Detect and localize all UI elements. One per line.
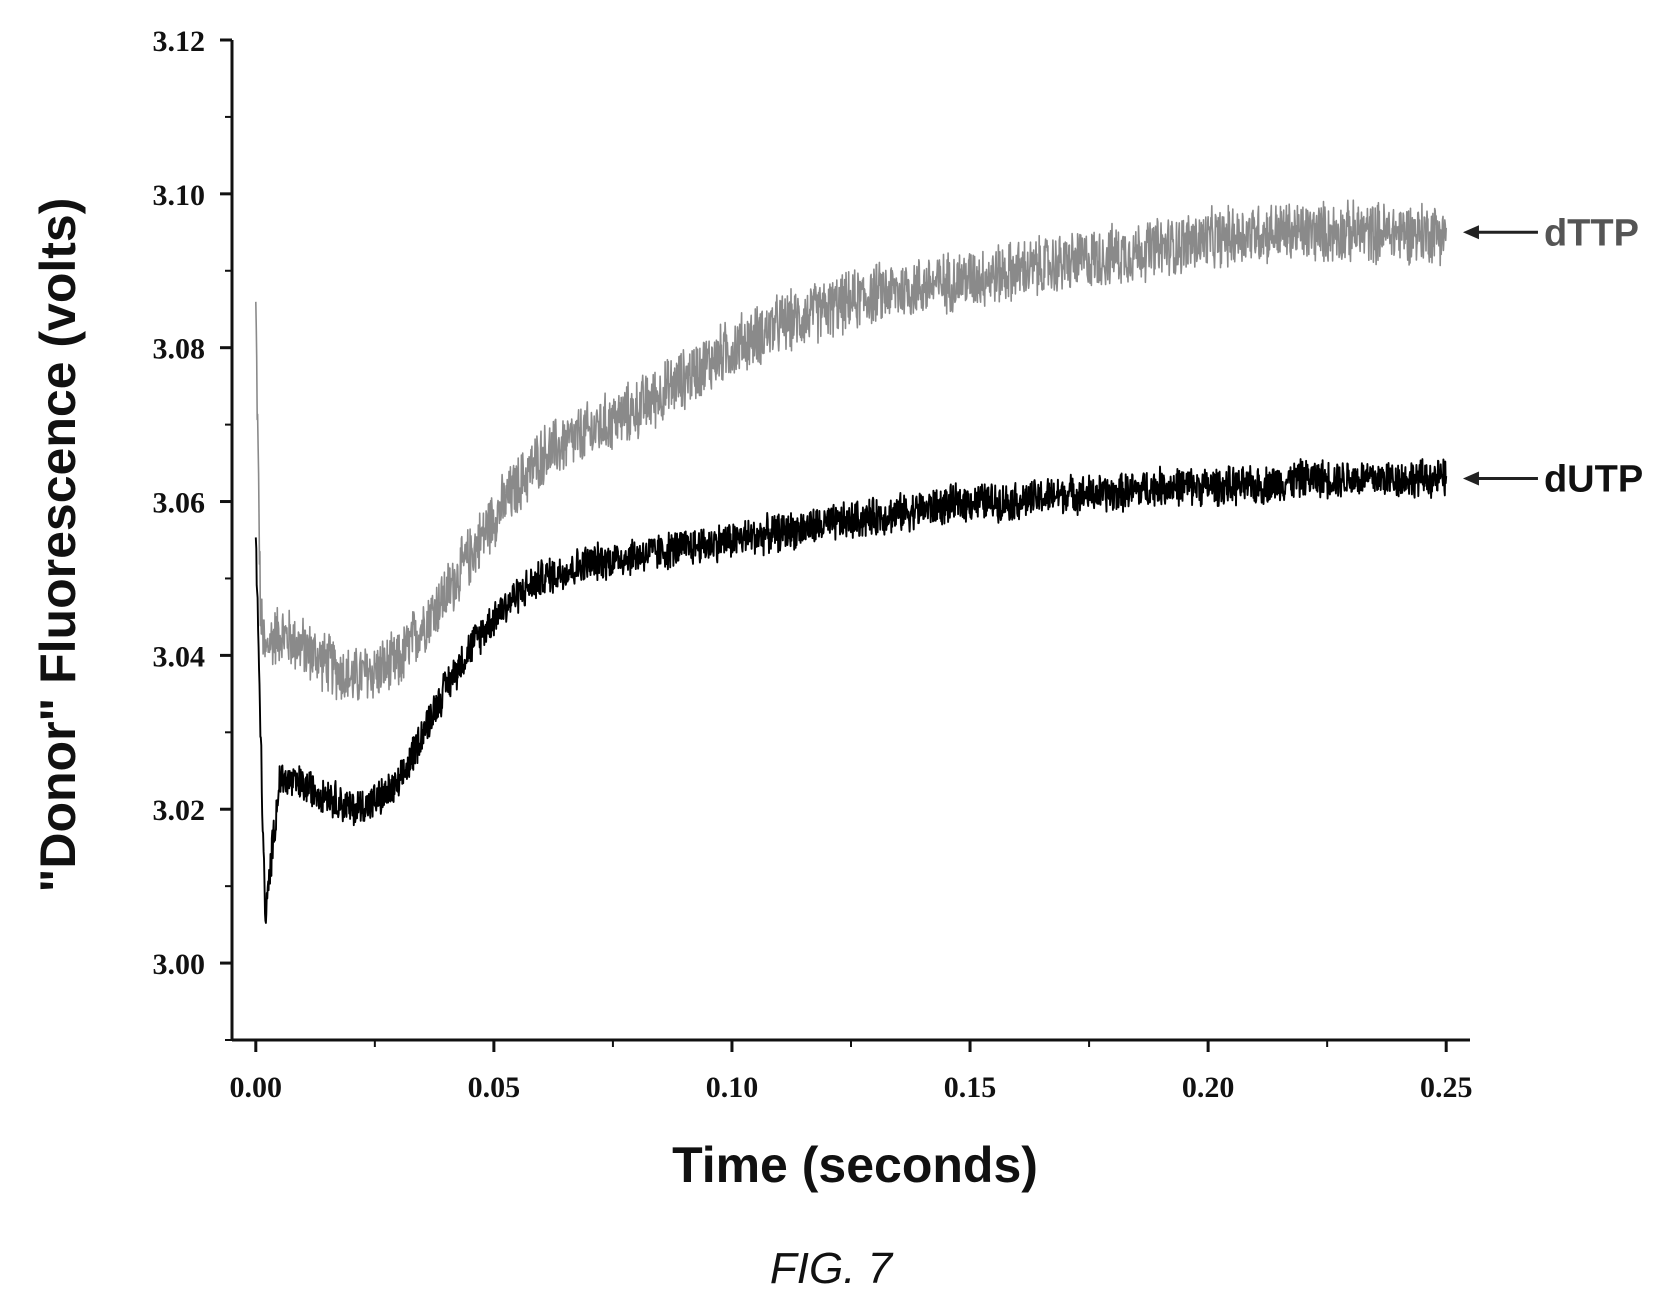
x-tick-label: 0.00 [230, 1071, 283, 1104]
figure-caption: FIG. 7 [770, 1244, 894, 1293]
series-label-dttp: dTTP [1544, 212, 1639, 254]
x-axis-title: Time (seconds) [672, 1137, 1038, 1193]
arrow-head-icon [1462, 471, 1479, 486]
x-axis-ticks: 0.00 0.05 0.10 0.15 0.20 0.25 [230, 1040, 1473, 1104]
series-traces [254, 199, 1448, 924]
series-line-dutp [254, 458, 1448, 924]
y-tick-label: 3.12 [153, 25, 206, 58]
series-label-dutp: dUTP [1544, 458, 1643, 500]
y-tick-label: 3.08 [153, 333, 206, 366]
y-axis-ticks: 3.00 3.02 3.04 3.06 3.08 3.10 3.12 [153, 25, 232, 1041]
y-tick-label: 3.02 [153, 794, 206, 827]
series-annotations: dTTP dUTP [1462, 212, 1643, 500]
plot-area: 0.00 0.05 0.10 0.15 0.20 0.25 3.003.023.043.0… [153, 25, 1644, 1104]
x-tick-label: 0.10 [706, 1071, 759, 1104]
y-tick-label: 3.00 [153, 948, 206, 981]
x-tick-label: 0.25 [1420, 1071, 1473, 1104]
axes: 0.00 0.05 0.10 0.15 0.20 0.25 3.003.023.043.0… [153, 25, 1473, 1104]
arrow-head-icon [1462, 225, 1479, 240]
x-tick-label: 0.15 [944, 1071, 997, 1104]
series-line-dttp [255, 199, 1447, 701]
y-tick-label: 3.06 [153, 487, 206, 520]
x-tick-label: 0.20 [1182, 1071, 1235, 1104]
x-tick-label: 0.05 [468, 1071, 521, 1104]
y-axis-title: "Donor" Fluorescence (volts) [30, 198, 86, 893]
y-tick-label: 3.10 [153, 179, 206, 212]
y-tick-label: 3.04 [153, 640, 206, 673]
